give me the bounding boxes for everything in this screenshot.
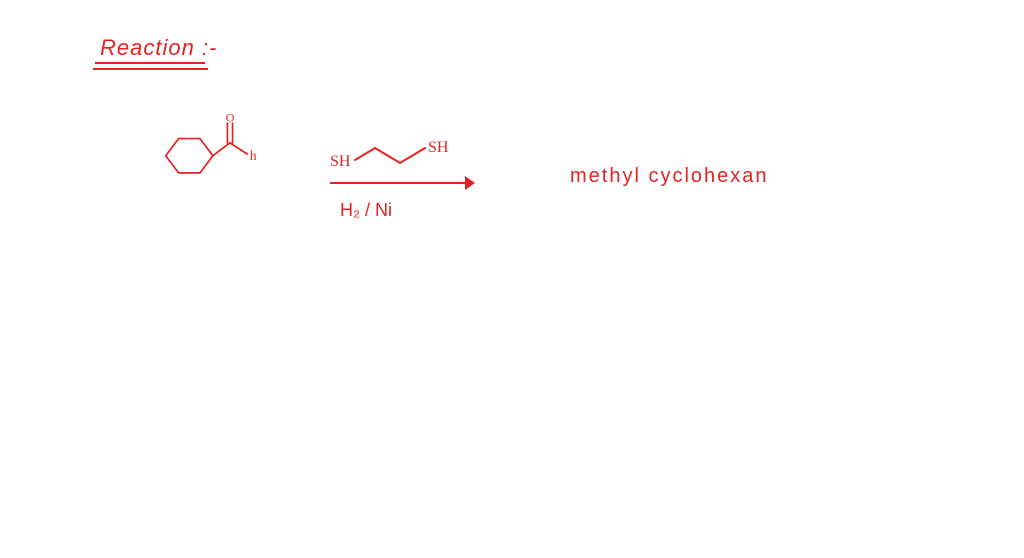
- oxygen-label: O: [226, 110, 235, 124]
- hydrogen-label: h: [250, 148, 257, 163]
- reaction-condition: H₂ / Ni: [340, 200, 392, 221]
- diagram-title: Reaction :-: [100, 35, 217, 61]
- product-label: methyl cyclohexan: [570, 165, 769, 188]
- reactant-structure: O h: [140, 110, 260, 210]
- title-underline-1: [95, 62, 205, 64]
- svg-text:SH: SH: [428, 139, 449, 156]
- svg-text:SH: SH: [330, 153, 351, 170]
- reagent-dithiol: SH SH: [330, 138, 470, 178]
- reaction-arrow: [330, 182, 470, 184]
- reaction-arrow-head: [465, 176, 475, 190]
- title-underline-2: [93, 68, 208, 70]
